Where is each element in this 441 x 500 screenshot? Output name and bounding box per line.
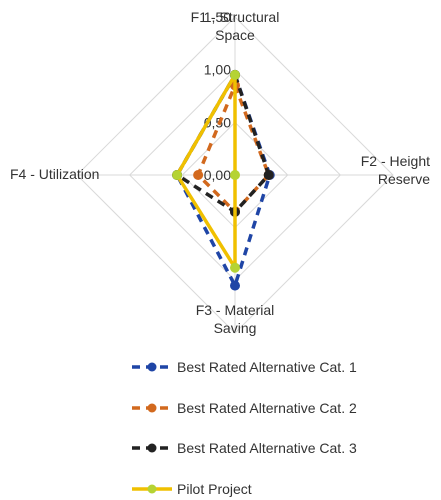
category-label: F3 - Material Saving (196, 302, 275, 336)
data-point (230, 280, 240, 291)
legend-swatch-marker (147, 403, 157, 413)
radial-tick-labels: 0,000,501,001,50 (204, 9, 231, 183)
legend-label: Best Rated Alternative Cat. 3 (177, 440, 357, 456)
legend-swatch-marker (147, 362, 157, 372)
legend-label: Best Rated Alternative Cat. 2 (177, 400, 357, 416)
tick-label: 0,00 (204, 167, 231, 183)
data-point (230, 170, 240, 180)
legend-swatch-marker (147, 443, 157, 453)
data-point (230, 69, 240, 80)
data-point (263, 170, 274, 180)
data-point (172, 170, 183, 180)
legend-item: Best Rated Alternative Cat. 1 (132, 359, 357, 375)
data-point (193, 170, 204, 180)
data-point (230, 262, 240, 273)
category-label: F4 - Utilization (10, 166, 99, 182)
legend-label: Pilot Project (177, 481, 252, 497)
legend-item: Pilot Project (132, 481, 252, 497)
legend-label: Best Rated Alternative Cat. 1 (177, 359, 357, 375)
category-label: F1 - Structural Space (191, 9, 280, 43)
legend: Best Rated Alternative Cat. 1 Best Rated … (132, 359, 357, 497)
tick-label: 1,00 (204, 62, 231, 78)
category-label: F2 - Height Reserve (361, 153, 430, 187)
series-layer (172, 69, 275, 291)
legend-item: Best Rated Alternative Cat. 3 (132, 440, 357, 456)
legend-item: Best Rated Alternative Cat. 2 (132, 400, 357, 416)
category-labels: F1 - Structural Space F2 - Height Reserve F3… (10, 9, 430, 336)
tick-label: 1,50 (204, 9, 231, 25)
legend-swatch-marker (147, 484, 157, 494)
series-4 (172, 69, 240, 273)
